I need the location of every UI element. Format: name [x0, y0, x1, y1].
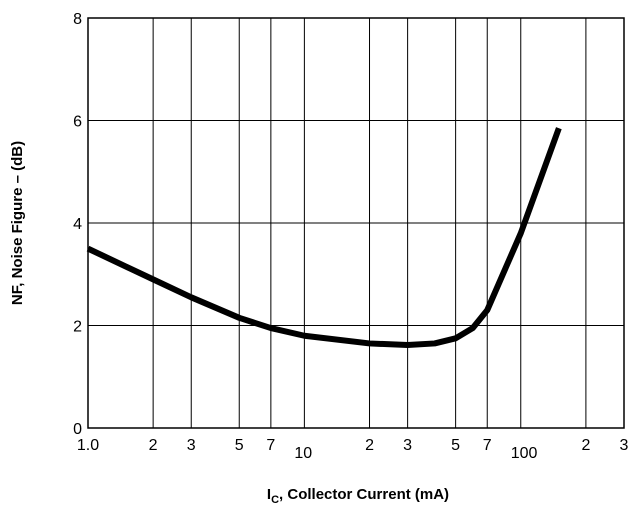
line-series: [86, 127, 562, 348]
x-tick-label: 5: [451, 437, 460, 454]
x-axis-label: IC, Collector Current (mA): [267, 486, 449, 506]
y-tick-label: 6: [73, 114, 82, 131]
x-tick-label: 7: [483, 437, 492, 454]
x-tick-label: 3: [403, 437, 412, 454]
y-axis-label: NF, Noise Figure – (dB): [9, 141, 26, 305]
x-tick-label: 10: [294, 445, 312, 462]
x-label-rest: , Collector Current (mA): [279, 486, 449, 503]
x-tick-label: 5: [235, 437, 244, 454]
x-tick-label: 7: [266, 437, 275, 454]
y-tick-label: 4: [73, 216, 82, 233]
y-tick-label: 2: [73, 319, 82, 336]
x-tick-label: 2: [581, 437, 590, 454]
x-label-main: I: [267, 486, 271, 503]
x-tick-label: 3: [187, 437, 196, 454]
y-tick-label: 0: [73, 421, 82, 438]
x-tick-label: 100: [511, 445, 538, 462]
x-tick-label: 2: [149, 437, 158, 454]
plot-frame: [87, 17, 625, 429]
x-label-sub: C: [271, 494, 279, 506]
x-tick-label: 3: [620, 437, 629, 454]
x-tick-label: 2: [365, 437, 374, 454]
x-tick-label: 1.0: [77, 437, 99, 454]
y-tick-label: 8: [73, 11, 82, 28]
